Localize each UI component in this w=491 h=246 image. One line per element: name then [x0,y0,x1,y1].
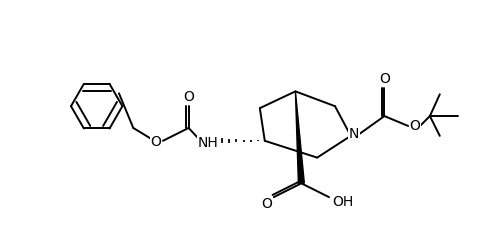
Text: O: O [409,119,420,133]
Text: O: O [183,90,194,104]
Polygon shape [296,91,304,184]
Text: O: O [379,73,390,87]
Text: OH: OH [332,195,354,209]
Text: O: O [261,197,272,211]
Text: N: N [349,127,359,141]
Text: O: O [151,135,162,149]
Text: NH: NH [198,136,219,150]
